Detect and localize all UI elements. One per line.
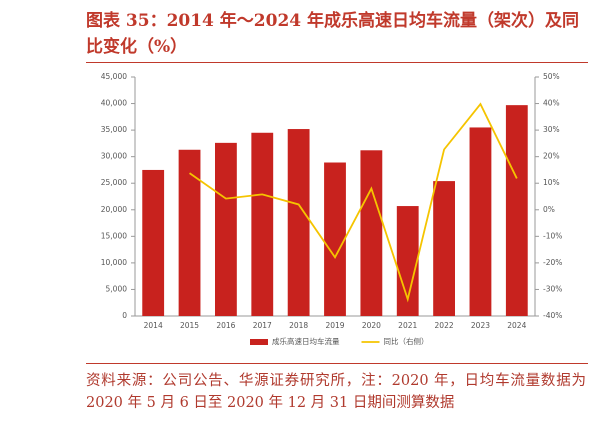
y-tick-label: 10,000 (101, 258, 127, 267)
bar (287, 129, 310, 316)
y-tick-label: 40,000 (101, 99, 127, 108)
legend-label: 同比（右侧） (384, 336, 429, 346)
x-tick-label: 2020 (362, 321, 381, 330)
chart-title: 图表 35：2014 年～2024 年成乐高速日均车流量（架次）及同比变化（%） (86, 11, 580, 57)
bar (178, 149, 201, 316)
y-tick-label: 35,000 (101, 125, 127, 134)
x-tick-label: 2024 (507, 321, 526, 330)
y2-tick-label: 40% (543, 99, 560, 108)
y2-tick-label: 0% (543, 205, 555, 214)
y2-tick-label: 10% (543, 178, 560, 187)
bar (360, 150, 383, 316)
y-tick-label: 45,000 (101, 72, 127, 81)
y2-tick-label: -10% (543, 231, 562, 240)
y-tick-label: 20,000 (101, 205, 127, 214)
y-tick-label: 25,000 (101, 178, 127, 187)
rule (86, 62, 588, 63)
x-tick-label: 2015 (180, 321, 199, 330)
x-tick-label: 2014 (144, 321, 163, 330)
x-tick-label: 2016 (216, 321, 235, 330)
bar (142, 169, 165, 316)
y-tick-label: 30,000 (101, 152, 127, 161)
bar (469, 127, 492, 316)
y2-tick-label: 20% (543, 152, 560, 161)
bar (396, 206, 419, 316)
bar (505, 105, 528, 316)
x-tick-label: 2019 (325, 321, 344, 330)
legend-label: 成乐高速日均车流量 (272, 336, 340, 346)
bar (324, 162, 346, 316)
bar (433, 181, 455, 316)
y-tick-label: 0 (122, 311, 127, 320)
y2-tick-label: -30% (543, 284, 562, 293)
bar (215, 142, 237, 316)
x-tick-label: 2017 (253, 321, 272, 330)
x-tick-label: 2023 (471, 321, 490, 330)
y2-tick-label: -40% (543, 311, 562, 320)
legend-swatch (250, 339, 268, 345)
y-tick-label: 15,000 (101, 231, 127, 240)
bar (251, 132, 274, 316)
y2-tick-label: -20% (543, 258, 562, 267)
y2-tick-label: 50% (543, 72, 560, 81)
rule (86, 363, 588, 364)
source-note: 资料来源：公司公告、华源证券研究所，注：2020 年，日均车流量数据为 2020… (86, 373, 586, 411)
line-series (189, 102, 518, 303)
y-tick-label: 5,000 (106, 284, 128, 293)
x-tick-label: 2021 (398, 321, 417, 330)
x-tick-label: 2022 (435, 321, 454, 330)
x-tick-label: 2018 (289, 321, 308, 330)
y2-tick-label: 30% (543, 125, 560, 134)
